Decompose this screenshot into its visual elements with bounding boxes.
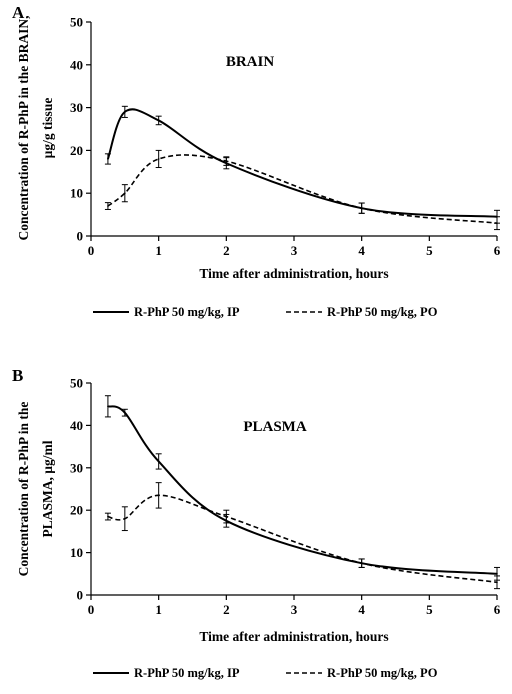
chart-title: PLASMA [243,419,307,435]
data-point [360,207,363,209]
series-po [104,482,500,590]
data-point [107,205,109,207]
data-point [360,562,363,564]
data-point [225,515,228,518]
legend: R-PhP 50 mg/kg, IP R-PhP 50 mg/kg, PO [93,666,438,680]
x-tick-label: 4 [358,602,365,617]
x-tick-label: 2 [223,602,230,617]
data-point [124,111,126,113]
data-point [225,160,228,162]
series-line [107,154,498,224]
data-point [157,494,160,497]
y-tick-label: 10 [70,545,83,560]
legend-entry: R-PhP 50 mg/kg, IP [134,666,240,680]
x-tick-label: 0 [88,243,95,258]
data-point [157,460,160,463]
y-tick-label: 0 [77,588,84,603]
panel-letter: B [12,366,23,385]
chart-title: BRAIN [226,54,275,70]
legend: R-PhP 50 mg/kg, IP R-PhP 50 mg/kg, PO [93,305,438,319]
legend-entry: R-PhP 50 mg/kg, PO [327,666,438,680]
panel-letter: A [12,3,25,22]
x-axis-label: Time after administration, hours [199,629,388,644]
y-tick-label: 50 [70,376,83,391]
data-point [124,517,126,520]
data-point [124,411,126,414]
data-point [157,158,160,160]
series-po [104,149,500,231]
series-line [107,494,498,584]
panel-a: A 0 10 20 30 40 50 0 1 2 3 4 5 6 Time after administra… [12,3,501,319]
x-tick-label: 3 [291,243,298,258]
panel-b: B 0 10 20 30 40 50 0 1 2 3 4 5 6 Time after administra… [12,366,501,680]
y-tick-label: 50 [70,15,83,30]
x-axis-label: Time after administration, hours [199,266,388,281]
x-tick-label: 6 [494,602,501,617]
data-point [157,119,160,122]
x-tick-label: 1 [155,243,162,258]
data-point [496,222,498,224]
data-point [496,581,498,584]
y-tick-label: 40 [70,418,83,433]
data-point [107,515,109,518]
y-tick-label: 20 [70,503,83,518]
legend-entry: R-PhP 50 mg/kg, IP [134,305,240,319]
data-point [496,573,498,575]
y-axis-label: PLASMA, µg/ml [40,440,55,537]
y-tick-label: 30 [70,460,83,475]
y-tick-label: 10 [70,186,83,201]
x-tick-label: 6 [494,243,501,258]
x-tick-label: 2 [223,243,230,258]
y-tick-label: 20 [70,143,83,158]
data-point [107,158,109,160]
series-ip [104,105,500,224]
y-tick-label: 0 [77,229,84,244]
y-axis-label: Concentration of R-PhP in the BRAIN, [16,16,31,241]
x-tick-label: 0 [88,602,95,617]
y-tick-label: 30 [70,100,83,115]
x-tick-label: 4 [358,243,365,258]
x-tick-label: 5 [426,602,433,617]
x-tick-label: 3 [291,602,298,617]
series-line [106,108,498,218]
legend-entry: R-PhP 50 mg/kg, PO [327,305,438,319]
y-axis-label: µg/g tissue [40,98,55,159]
y-axis-label: Concentration of R-PhP in the [16,402,31,577]
data-point [124,192,126,194]
x-tick-label: 5 [426,243,433,258]
y-tick-label: 40 [70,57,83,72]
x-tick-label: 1 [155,602,162,617]
data-point [107,405,109,408]
